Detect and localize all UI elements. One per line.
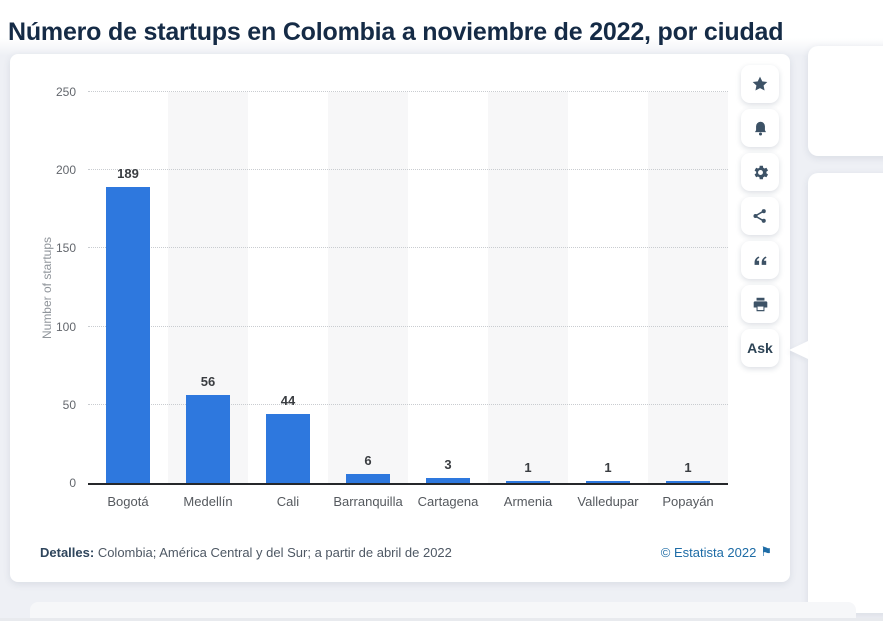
printer-icon xyxy=(751,295,770,314)
ask-button[interactable]: Ask xyxy=(741,329,779,367)
bar[interactable] xyxy=(506,481,550,483)
y-tick-label: 0 xyxy=(69,476,76,490)
category-band xyxy=(568,92,648,483)
category-band xyxy=(488,92,568,483)
bar[interactable] xyxy=(106,187,150,483)
star-icon xyxy=(750,74,770,94)
x-axis-label: Bogotá xyxy=(107,494,149,509)
details-value: Colombia; América Central y del Sur; a p… xyxy=(94,544,452,560)
side-panel-top xyxy=(808,46,883,156)
gear-icon xyxy=(751,163,770,182)
favorite-button[interactable] xyxy=(741,65,779,103)
bottom-divider xyxy=(0,618,883,621)
side-panel-bottom xyxy=(808,173,883,613)
x-axis-label: Cartagena xyxy=(417,494,479,509)
bar-value-label: 6 xyxy=(364,453,372,468)
bar[interactable] xyxy=(426,478,470,483)
bell-icon xyxy=(751,119,770,138)
category-band xyxy=(648,92,728,483)
ask-bubble-tail xyxy=(789,341,808,359)
x-axis-label: Barranquilla xyxy=(333,494,403,509)
gridline xyxy=(88,247,728,249)
y-tick-label: 250 xyxy=(55,85,76,99)
bar[interactable] xyxy=(586,481,630,483)
x-axis-label: Cali xyxy=(276,494,300,509)
x-axis-label: Popayán xyxy=(662,494,714,509)
copyright-text: © Estatista 2022 xyxy=(660,544,757,560)
plot-area: Number of startups 0 50 100 150 200 250 189 56 4… xyxy=(40,85,728,490)
gridline xyxy=(88,91,728,92)
bar-value-label: 3 xyxy=(444,457,452,472)
category-band xyxy=(328,92,408,483)
notifications-button[interactable] xyxy=(741,109,779,147)
copyright-link[interactable]: © Estatista 2022 ⚑ xyxy=(661,544,772,560)
toolbar: Ask xyxy=(741,65,779,367)
x-axis-label: Medellín xyxy=(183,494,233,509)
details-label: Detalles: xyxy=(40,544,95,560)
chart-footer: Detalles: Colombia; América Central y de… xyxy=(10,544,790,560)
bar-value-label: 1 xyxy=(604,460,612,475)
bar[interactable] xyxy=(346,474,390,483)
bar-value-label: 189 xyxy=(117,166,139,181)
gridline xyxy=(88,325,728,327)
settings-button[interactable] xyxy=(741,153,779,191)
y-tick-label: 100 xyxy=(55,319,76,334)
x-axis-label: Armenia xyxy=(503,494,553,509)
share-icon xyxy=(751,207,769,225)
chart-card: Number of startups 0 50 100 150 200 250 189 56 4… xyxy=(10,54,790,582)
x-axis-line xyxy=(88,483,728,485)
category-band xyxy=(408,92,488,483)
bar-value-label: 1 xyxy=(524,460,532,475)
details-text: Detalles: Colombia; América Central y de… xyxy=(40,545,452,560)
y-tick-label: 150 xyxy=(55,241,76,256)
bar-value-label: 44 xyxy=(280,393,296,408)
flag-icon: ⚑ xyxy=(760,544,772,559)
gridline xyxy=(88,403,728,405)
bar[interactable] xyxy=(666,481,710,483)
cite-button[interactable] xyxy=(741,241,779,279)
quote-icon xyxy=(751,251,770,270)
y-tick-label: 50 xyxy=(62,397,76,412)
ask-button-label: Ask xyxy=(747,340,773,356)
print-button[interactable] xyxy=(741,285,779,323)
x-axis-label: Valledupar xyxy=(577,494,639,509)
bar[interactable] xyxy=(266,414,310,483)
bar[interactable] xyxy=(186,395,230,483)
gridline xyxy=(88,169,728,171)
bar-value-label: 1 xyxy=(684,460,692,475)
page-title: Número de startups en Colombia a noviemb… xyxy=(8,17,784,46)
share-button[interactable] xyxy=(741,197,779,235)
next-section-card-edge xyxy=(30,602,856,621)
y-tick-label: 200 xyxy=(55,163,76,178)
bar-value-label: 56 xyxy=(200,374,216,389)
